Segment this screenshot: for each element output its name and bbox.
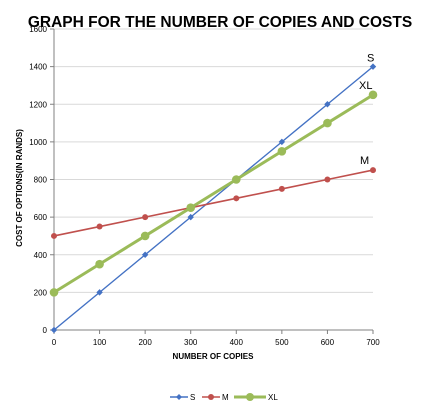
y-tick-label: 0: [43, 326, 48, 335]
y-tick-label: 200: [34, 288, 48, 297]
data-point-m: [142, 214, 149, 221]
x-tick-label: 200: [138, 338, 152, 347]
legend-label-s: S: [190, 393, 195, 402]
y-tick-label: 1400: [29, 63, 47, 72]
data-point-m: [278, 185, 285, 192]
x-tick-label: 300: [184, 338, 198, 347]
tick-labels: 0 200 400 600 800 1000 1200 1400 1600 0 100 200 300 4…: [29, 25, 380, 347]
series-line-xl: [53, 93, 374, 294]
data-point-s: [369, 63, 377, 70]
data-point-s: [141, 251, 149, 258]
data-point-s: [96, 289, 103, 296]
y-tick-label: 1200: [29, 100, 47, 109]
x-tick-label: 400: [230, 338, 244, 347]
legend-item-m: M: [202, 393, 229, 402]
legend-item-s: S: [170, 393, 195, 402]
series-group: [49, 63, 378, 334]
x-tick-label: 0: [52, 338, 57, 347]
data-point-m: [324, 176, 331, 183]
series-line-s: [53, 66, 374, 331]
x-tick-label: 500: [275, 338, 289, 347]
series-line-m: [53, 169, 374, 237]
series-label-xl: XL: [359, 80, 372, 92]
series-label-s: S: [367, 53, 374, 65]
y-tick-label: 800: [34, 176, 48, 185]
series-xl: [49, 90, 378, 297]
series-m: [51, 167, 376, 239]
x-tick-label: 100: [93, 338, 107, 347]
data-point-s: [278, 138, 286, 146]
data-point-xl: [140, 231, 150, 241]
axes: [50, 28, 374, 334]
y-tick-label: 600: [34, 213, 48, 222]
data-point-m: [370, 167, 376, 174]
data-point-xl: [323, 118, 332, 128]
data-point-m: [51, 232, 57, 239]
legend-label-m: M: [222, 393, 229, 402]
gridlines: [54, 28, 373, 293]
y-tick-label: 1600: [29, 25, 47, 34]
legend: S M XL: [170, 393, 278, 402]
legend-item-xl: XL: [234, 393, 278, 402]
data-point-s: [187, 213, 194, 221]
series-label-m: M: [360, 155, 369, 167]
data-point-xl: [186, 203, 196, 213]
legend-marker-xl: [246, 393, 254, 401]
legend-marker-s: [176, 394, 182, 400]
y-tick-label: 1000: [29, 138, 47, 147]
x-tick-label: 700: [366, 338, 380, 347]
data-point-xl: [95, 259, 104, 269]
x-tick-label: 600: [321, 338, 335, 347]
data-point-xl: [49, 288, 59, 297]
y-axis-title: COST OF OPTIONS(IN RANDS): [15, 129, 24, 247]
y-tick-label: 400: [34, 251, 48, 260]
data-point-m: [96, 223, 103, 230]
data-point-m: [233, 195, 240, 202]
legend-label-xl: XL: [268, 393, 278, 402]
data-point-s: [50, 326, 58, 334]
data-point-xl: [277, 146, 287, 156]
legend-marker-m: [208, 394, 214, 400]
data-point-s: [324, 101, 331, 108]
data-point-xl: [231, 175, 241, 184]
x-axis-title: NUMBER OF COPIES: [173, 352, 255, 361]
data-point-xl: [368, 90, 378, 100]
series-end-labels: S M XL: [359, 53, 374, 167]
chart-title: GRAPH FOR THE NUMBER OF COPIES AND COSTS: [28, 14, 412, 31]
